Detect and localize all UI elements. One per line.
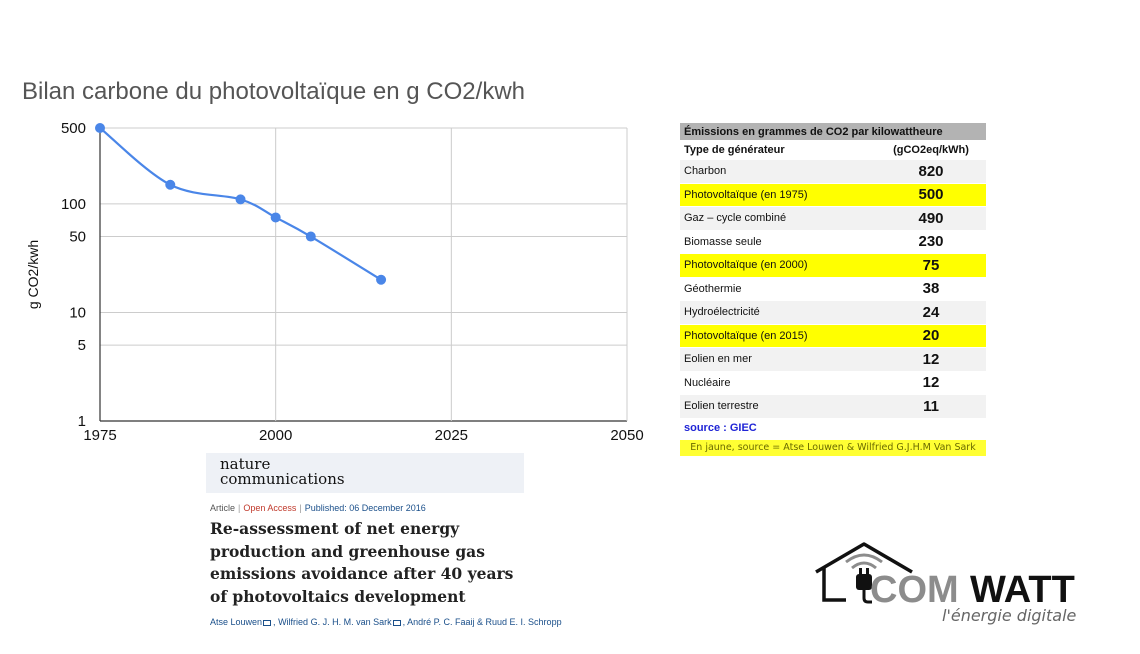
y-tick-label: 50 xyxy=(69,229,86,246)
generator-type-cell: Eolien en mer xyxy=(680,347,876,372)
table-row: Eolien terrestre 11 xyxy=(680,394,986,419)
emission-value-cell: 11 xyxy=(876,394,986,419)
journal-name-line1: nature xyxy=(220,455,271,473)
emission-value-cell: 20 xyxy=(876,324,986,348)
data-point[interactable] xyxy=(305,231,316,242)
author-link[interactable]: Wilfried G. J. H. M. van Sark xyxy=(278,617,392,627)
paper-title[interactable]: Re-assessment of net energy production a… xyxy=(210,519,514,606)
series-line xyxy=(99,127,382,281)
house-plug-icon xyxy=(815,542,913,604)
generator-type-cell: Gaz – cycle combiné xyxy=(680,206,876,231)
table-row: Nucléaire 12 xyxy=(680,371,986,395)
data-point[interactable] xyxy=(165,179,176,190)
table-row: Géothermie 38 xyxy=(680,277,986,301)
source-text: source : GIEC xyxy=(680,418,876,438)
journal-header: nature communications xyxy=(206,453,524,493)
data-point[interactable] xyxy=(95,123,105,133)
table-title-row: Émissions en grammes de CO2 par kilowatt… xyxy=(680,123,986,141)
emission-value-cell: 24 xyxy=(876,300,986,325)
table-row: Photovoltaïque (en 1975) 500 xyxy=(680,183,986,207)
y-tick-label: 5 xyxy=(78,337,86,354)
published-date: Published: 06 December 2016 xyxy=(304,503,426,513)
paper-authors: Atse Louwen, Wilfried G. J. H. M. van Sa… xyxy=(210,617,562,627)
y-axis-title: g CO2/kwh xyxy=(25,240,41,309)
mail-icon[interactable] xyxy=(263,619,272,626)
emission-value-cell: 75 xyxy=(876,253,986,278)
logo-brand-watt: WATT xyxy=(970,569,1075,610)
journal-name-line2: communications xyxy=(220,470,345,488)
emission-value-cell: 490 xyxy=(876,206,986,231)
author-link[interactable]: Atse Louwen xyxy=(210,617,263,627)
emission-value-cell: 230 xyxy=(876,230,986,254)
generator-type-cell: Nucléaire xyxy=(680,371,876,395)
table-row: Photovoltaïque (en 2000) 75 xyxy=(680,253,986,278)
emission-value-cell: 12 xyxy=(876,347,986,372)
x-tick-label: 1975 xyxy=(83,427,116,444)
table-row: Charbon 820 xyxy=(680,159,986,184)
table-note: En jaune, source = Atse Louwen & Wilfrie… xyxy=(680,440,986,456)
table-source-row: source : GIEC xyxy=(680,418,986,438)
x-tick-label: 2025 xyxy=(435,427,468,444)
data-point[interactable] xyxy=(376,274,387,285)
generator-type-cell: Hydroélectricité xyxy=(680,300,876,325)
generator-type-cell: Biomasse seule xyxy=(680,230,876,254)
paper-meta: Article | Open Access | Published: 06 Decemb… xyxy=(210,503,426,513)
column-header-unit: (gCO2eq/kWh) xyxy=(876,140,986,160)
table-row: Hydroélectricité 24 xyxy=(680,300,986,325)
generator-type-cell: Photovoltaïque (en 2015) xyxy=(680,324,876,348)
generator-type-cell: Photovoltaïque (en 2000) xyxy=(680,253,876,278)
generator-type-cell: Charbon xyxy=(680,159,876,184)
y-tick-label: 1 xyxy=(78,413,86,430)
journal-name: nature communications xyxy=(220,457,420,487)
emission-value-cell: 38 xyxy=(876,277,986,301)
mail-icon[interactable] xyxy=(392,619,401,626)
y-tick-label: 10 xyxy=(69,304,86,321)
logo-brand-com: COM xyxy=(870,569,959,610)
table-row: Eolien en mer 12 xyxy=(680,347,986,372)
x-tick-label: 2000 xyxy=(259,427,292,444)
table-row: Gaz – cycle combiné 490 xyxy=(680,206,986,231)
emission-value-cell: 820 xyxy=(876,159,986,184)
author-separator: & xyxy=(477,617,484,627)
table-title: Émissions en grammes de CO2 par kilowatt… xyxy=(680,123,986,141)
y-tick-label: 100 xyxy=(61,196,86,213)
article-type: Article xyxy=(210,503,236,513)
author-link[interactable]: Ruud E. I. Schropp xyxy=(485,617,562,627)
emission-value-cell: 12 xyxy=(876,371,986,395)
logo-tagline: l'énergie digitale xyxy=(942,606,1077,625)
data-point[interactable] xyxy=(270,212,281,223)
emission-value-cell: 500 xyxy=(876,183,986,207)
x-tick-label: 2050 xyxy=(610,427,643,444)
generator-type-cell: Géothermie xyxy=(680,277,876,301)
chart-title: Bilan carbone du photovoltaïque en g CO2… xyxy=(22,78,526,105)
table-row: Photovoltaïque (en 2015) 20 xyxy=(680,324,986,348)
source-empty-cell xyxy=(876,418,986,438)
open-access-badge[interactable]: Open Access xyxy=(243,503,297,513)
column-header-type: Type de générateur xyxy=(680,140,876,160)
generator-type-cell: Eolien terrestre xyxy=(680,394,876,419)
table-row: Biomasse seule 230 xyxy=(680,230,986,254)
data-point[interactable] xyxy=(235,194,246,205)
author-link[interactable]: André P. C. Faaij xyxy=(407,617,475,627)
line-chart: 1 5 10 50 100 500 1975 2000 2025 2050 g CO2/kwh xyxy=(25,120,644,444)
y-tick-label: 500 xyxy=(61,120,86,137)
generator-type-cell: Photovoltaïque (en 1975) xyxy=(680,183,876,207)
emissions-table: Émissions en grammes de CO2 par kilowatt… xyxy=(680,123,986,438)
table-header-row: Type de générateur (gCO2eq/kWh) xyxy=(680,140,986,160)
comwatt-logo: COM WATT xyxy=(815,542,1075,610)
